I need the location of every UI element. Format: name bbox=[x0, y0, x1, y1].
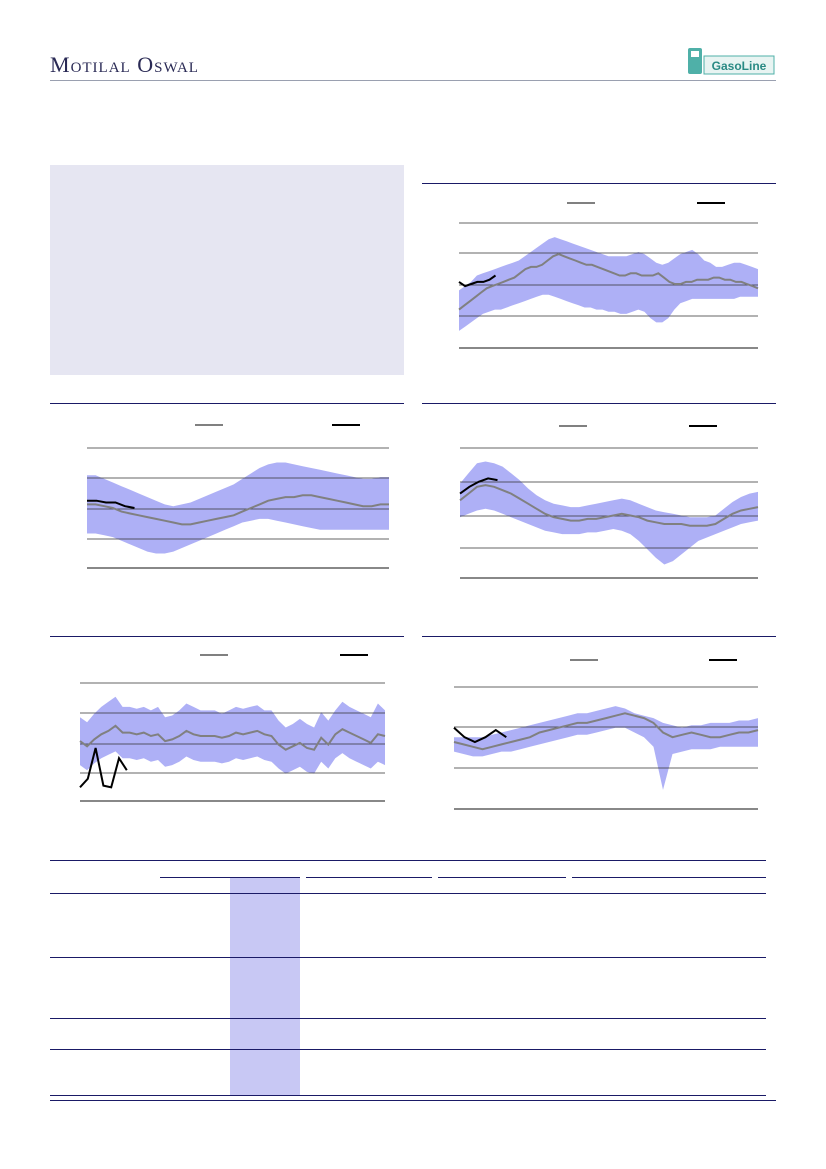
table-header-rule bbox=[50, 893, 766, 894]
panel-rule bbox=[422, 636, 776, 637]
chart-bottom-left bbox=[79, 654, 386, 802]
footer-rule bbox=[50, 1100, 776, 1101]
chart-top-right bbox=[458, 202, 759, 349]
range-band bbox=[87, 462, 389, 554]
table-row-rule bbox=[50, 1018, 766, 1019]
range-band bbox=[459, 237, 758, 331]
header-rule bbox=[50, 80, 776, 81]
table-subheader-rule bbox=[160, 877, 300, 878]
historical-line bbox=[87, 494, 389, 526]
historical-line bbox=[458, 253, 759, 311]
panel-rule bbox=[50, 403, 404, 404]
table-subheader-rule bbox=[438, 877, 566, 878]
table-top-rule bbox=[50, 860, 766, 861]
table-row-rule bbox=[50, 957, 766, 958]
current-year-line bbox=[87, 499, 135, 509]
chart-mid-right bbox=[459, 425, 759, 579]
table-subheader-rule bbox=[572, 877, 766, 878]
chart-bottom-right bbox=[453, 659, 759, 810]
table-row-rule bbox=[50, 1049, 766, 1050]
panel-rule bbox=[50, 636, 404, 637]
current-year-line bbox=[459, 477, 498, 495]
current-year-line bbox=[79, 747, 128, 789]
gasoline-logo: GasoLine bbox=[688, 48, 775, 75]
table-bottom-rule bbox=[50, 1095, 766, 1096]
current-year-line bbox=[453, 726, 507, 744]
panel-rule bbox=[422, 403, 776, 404]
chart-mid-left bbox=[87, 424, 389, 569]
current-year-line bbox=[458, 274, 497, 288]
brand-name: Motilal Oswal bbox=[50, 52, 199, 77]
historical-line bbox=[453, 712, 759, 751]
historical-line bbox=[459, 484, 759, 527]
range-band bbox=[460, 461, 758, 565]
historical-line bbox=[79, 724, 386, 751]
table-subheader-rule bbox=[306, 877, 432, 878]
highlight-box bbox=[50, 165, 404, 375]
highlighted-column bbox=[230, 877, 300, 1095]
panel-rule bbox=[422, 183, 776, 184]
svg-text:GasoLine: GasoLine bbox=[712, 59, 767, 73]
